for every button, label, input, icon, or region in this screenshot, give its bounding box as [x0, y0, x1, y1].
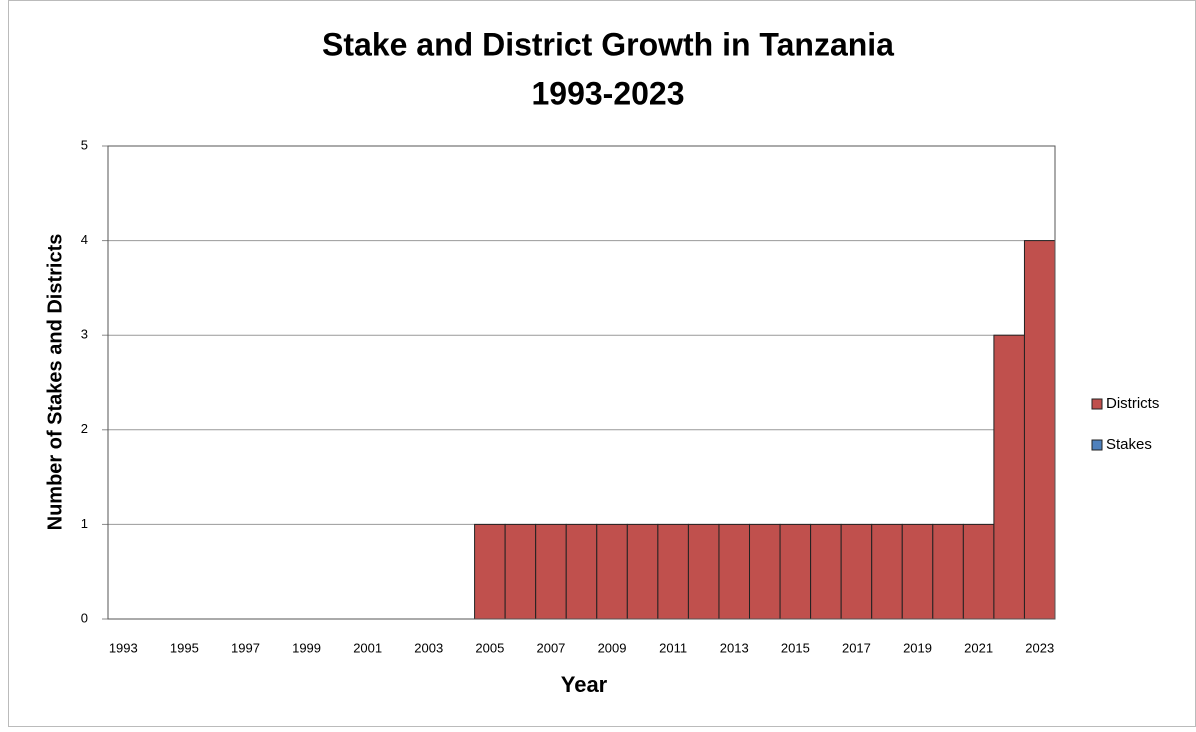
x-tick-label: 2017	[842, 640, 871, 655]
bar	[932, 523, 964, 620]
bar	[565, 523, 598, 620]
bar	[749, 523, 781, 620]
x-tick-label: 2015	[781, 640, 810, 655]
y-tick-label: 3	[81, 327, 88, 342]
bar	[901, 523, 934, 620]
y-tick-label: 1	[81, 516, 88, 531]
x-tick-label: 2001	[353, 640, 382, 655]
bar	[657, 523, 689, 620]
bar	[626, 523, 659, 620]
x-tick-label: 2007	[536, 640, 565, 655]
x-tick-label: 2005	[475, 640, 504, 655]
chart-title: 1993-2023	[531, 75, 684, 111]
bar	[718, 523, 751, 620]
bar	[504, 523, 537, 620]
x-tick-label: 2011	[659, 640, 687, 655]
x-tick-label: 2003	[414, 640, 443, 655]
legend-label: Stakes	[1106, 436, 1152, 453]
bar	[871, 523, 903, 620]
bar	[810, 523, 842, 620]
legend-swatch	[1091, 439, 1103, 451]
x-tick-label: 1999	[292, 640, 321, 655]
bar	[535, 523, 567, 620]
x-tick-label: 1995	[170, 640, 199, 655]
x-tick-label: 2023	[1025, 640, 1054, 655]
legend-label: Districts	[1106, 395, 1159, 412]
bar	[779, 523, 812, 620]
y-tick-label: 4	[81, 232, 88, 247]
bar	[1023, 240, 1056, 620]
y-tick-label: 2	[81, 421, 88, 436]
y-tick-label: 5	[81, 137, 88, 152]
x-tick-label: 2013	[720, 640, 749, 655]
plot-border	[107, 145, 1056, 620]
bar	[962, 523, 995, 620]
x-tick-label: 2021	[964, 640, 993, 655]
y-tick-label: 0	[81, 610, 88, 625]
bar	[687, 523, 720, 620]
bar	[596, 523, 628, 620]
x-tick-label: 1993	[109, 640, 138, 655]
bar	[474, 523, 506, 620]
chart-title: Stake and District Growth in Tanzania	[322, 26, 894, 62]
bar	[840, 523, 873, 620]
x-tick-label: 2019	[903, 640, 932, 655]
x-tick-label: 2009	[598, 640, 627, 655]
x-axis-label: Year	[561, 672, 608, 697]
bar	[993, 334, 1025, 620]
legend-swatch	[1091, 398, 1103, 410]
y-axis-label: Number of Stakes and Districts	[44, 234, 66, 531]
x-tick-label: 1997	[231, 640, 260, 655]
